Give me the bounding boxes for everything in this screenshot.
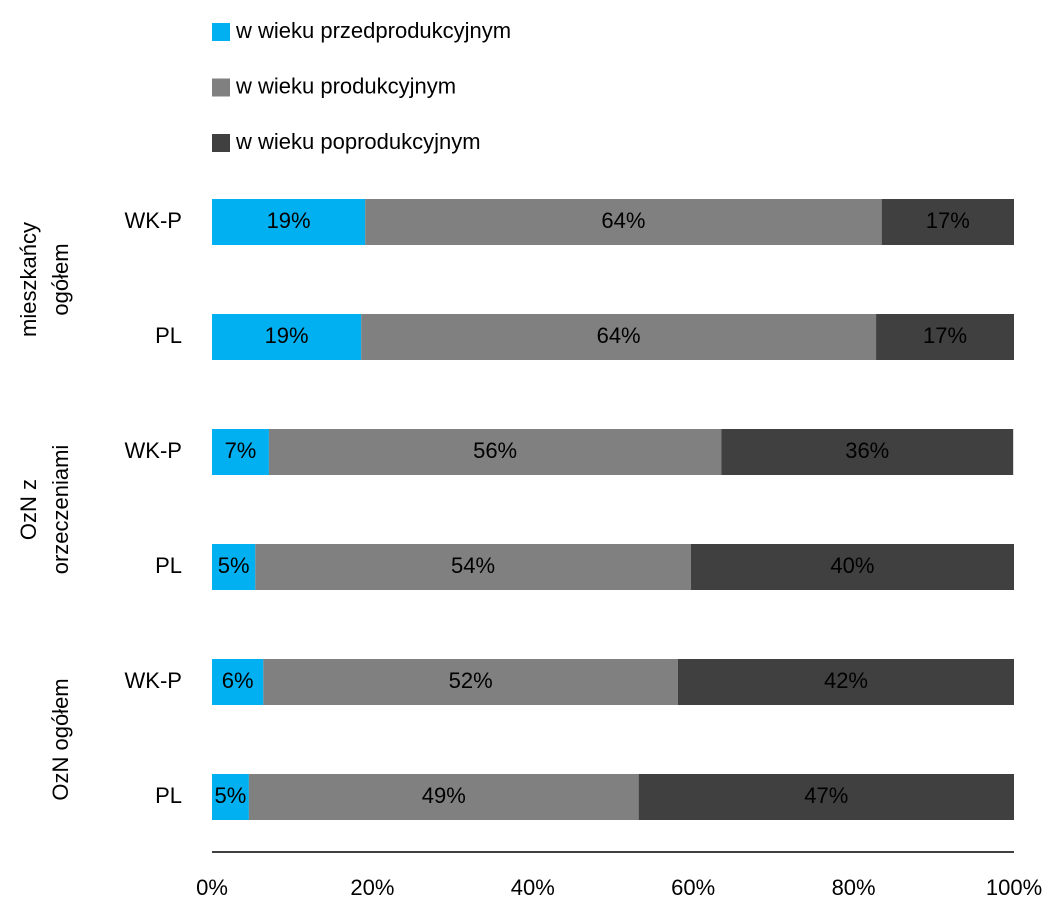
bar-segment [212,429,269,475]
y-tick-label: WK-P [125,208,182,233]
bar-segment [268,429,722,475]
bar-segment [361,314,877,360]
bar-segment [212,199,366,245]
bar-segment [690,544,1014,590]
value-label: 36% [845,438,889,463]
value-label: 49% [422,783,466,808]
value-label: 42% [824,668,868,693]
value-label: 54% [451,553,495,578]
bar-segment [212,314,362,360]
x-tick-label: 60% [671,875,715,897]
value-label: 7% [225,438,257,463]
group-label: OzN ogółem [48,678,73,800]
y-tick-label: PL [155,323,182,348]
bar-segment [212,774,249,820]
y-tick-label: PL [155,553,182,578]
group-label: mieszkańcy [16,222,41,337]
x-tick-label: 20% [350,875,394,897]
x-tick-label: 0% [196,875,228,897]
legend-label: w wieku poprodukcyjnym [235,129,481,154]
bar-segment [212,544,256,590]
value-label: 5% [215,783,247,808]
value-label: 19% [267,208,311,233]
y-tick-label: WK-P [125,438,182,463]
bar-segment [677,659,1014,705]
y-tick-label: PL [155,783,182,808]
bar-segment [365,199,882,245]
bar-segment [721,429,1014,475]
value-label: 19% [265,323,309,348]
value-label: 64% [597,323,641,348]
y-tick-label: WK-P [125,668,182,693]
bar-segment [263,659,678,705]
value-label: 6% [222,668,254,693]
legend-swatch [212,78,230,97]
x-tick-label: 80% [832,875,876,897]
bar-segment [212,659,264,705]
value-label: 40% [830,553,874,578]
value-label: 64% [601,208,645,233]
legend-label: w wieku produkcyjnym [235,73,456,98]
group-label: OzN z [16,479,41,540]
legend-swatch [212,23,230,41]
value-label: 56% [473,438,517,463]
x-tick-label: 100% [986,875,1042,897]
legend-label: w wieku przedprodukcyjnym [235,18,511,43]
value-label: 47% [804,783,848,808]
value-label: 5% [218,553,250,578]
bar-segment [638,774,1014,820]
value-label: 52% [449,668,493,693]
bar-segment [255,544,691,590]
x-tick-label: 40% [511,875,555,897]
group-label: orzeczeniami [48,445,73,575]
bar-segment [876,314,1014,360]
legend-swatch [212,134,230,152]
value-label: 17% [923,323,967,348]
bar-segment [248,774,639,820]
bar-segment [881,199,1014,245]
group-label: ogółem [48,243,73,315]
value-label: 17% [926,208,970,233]
